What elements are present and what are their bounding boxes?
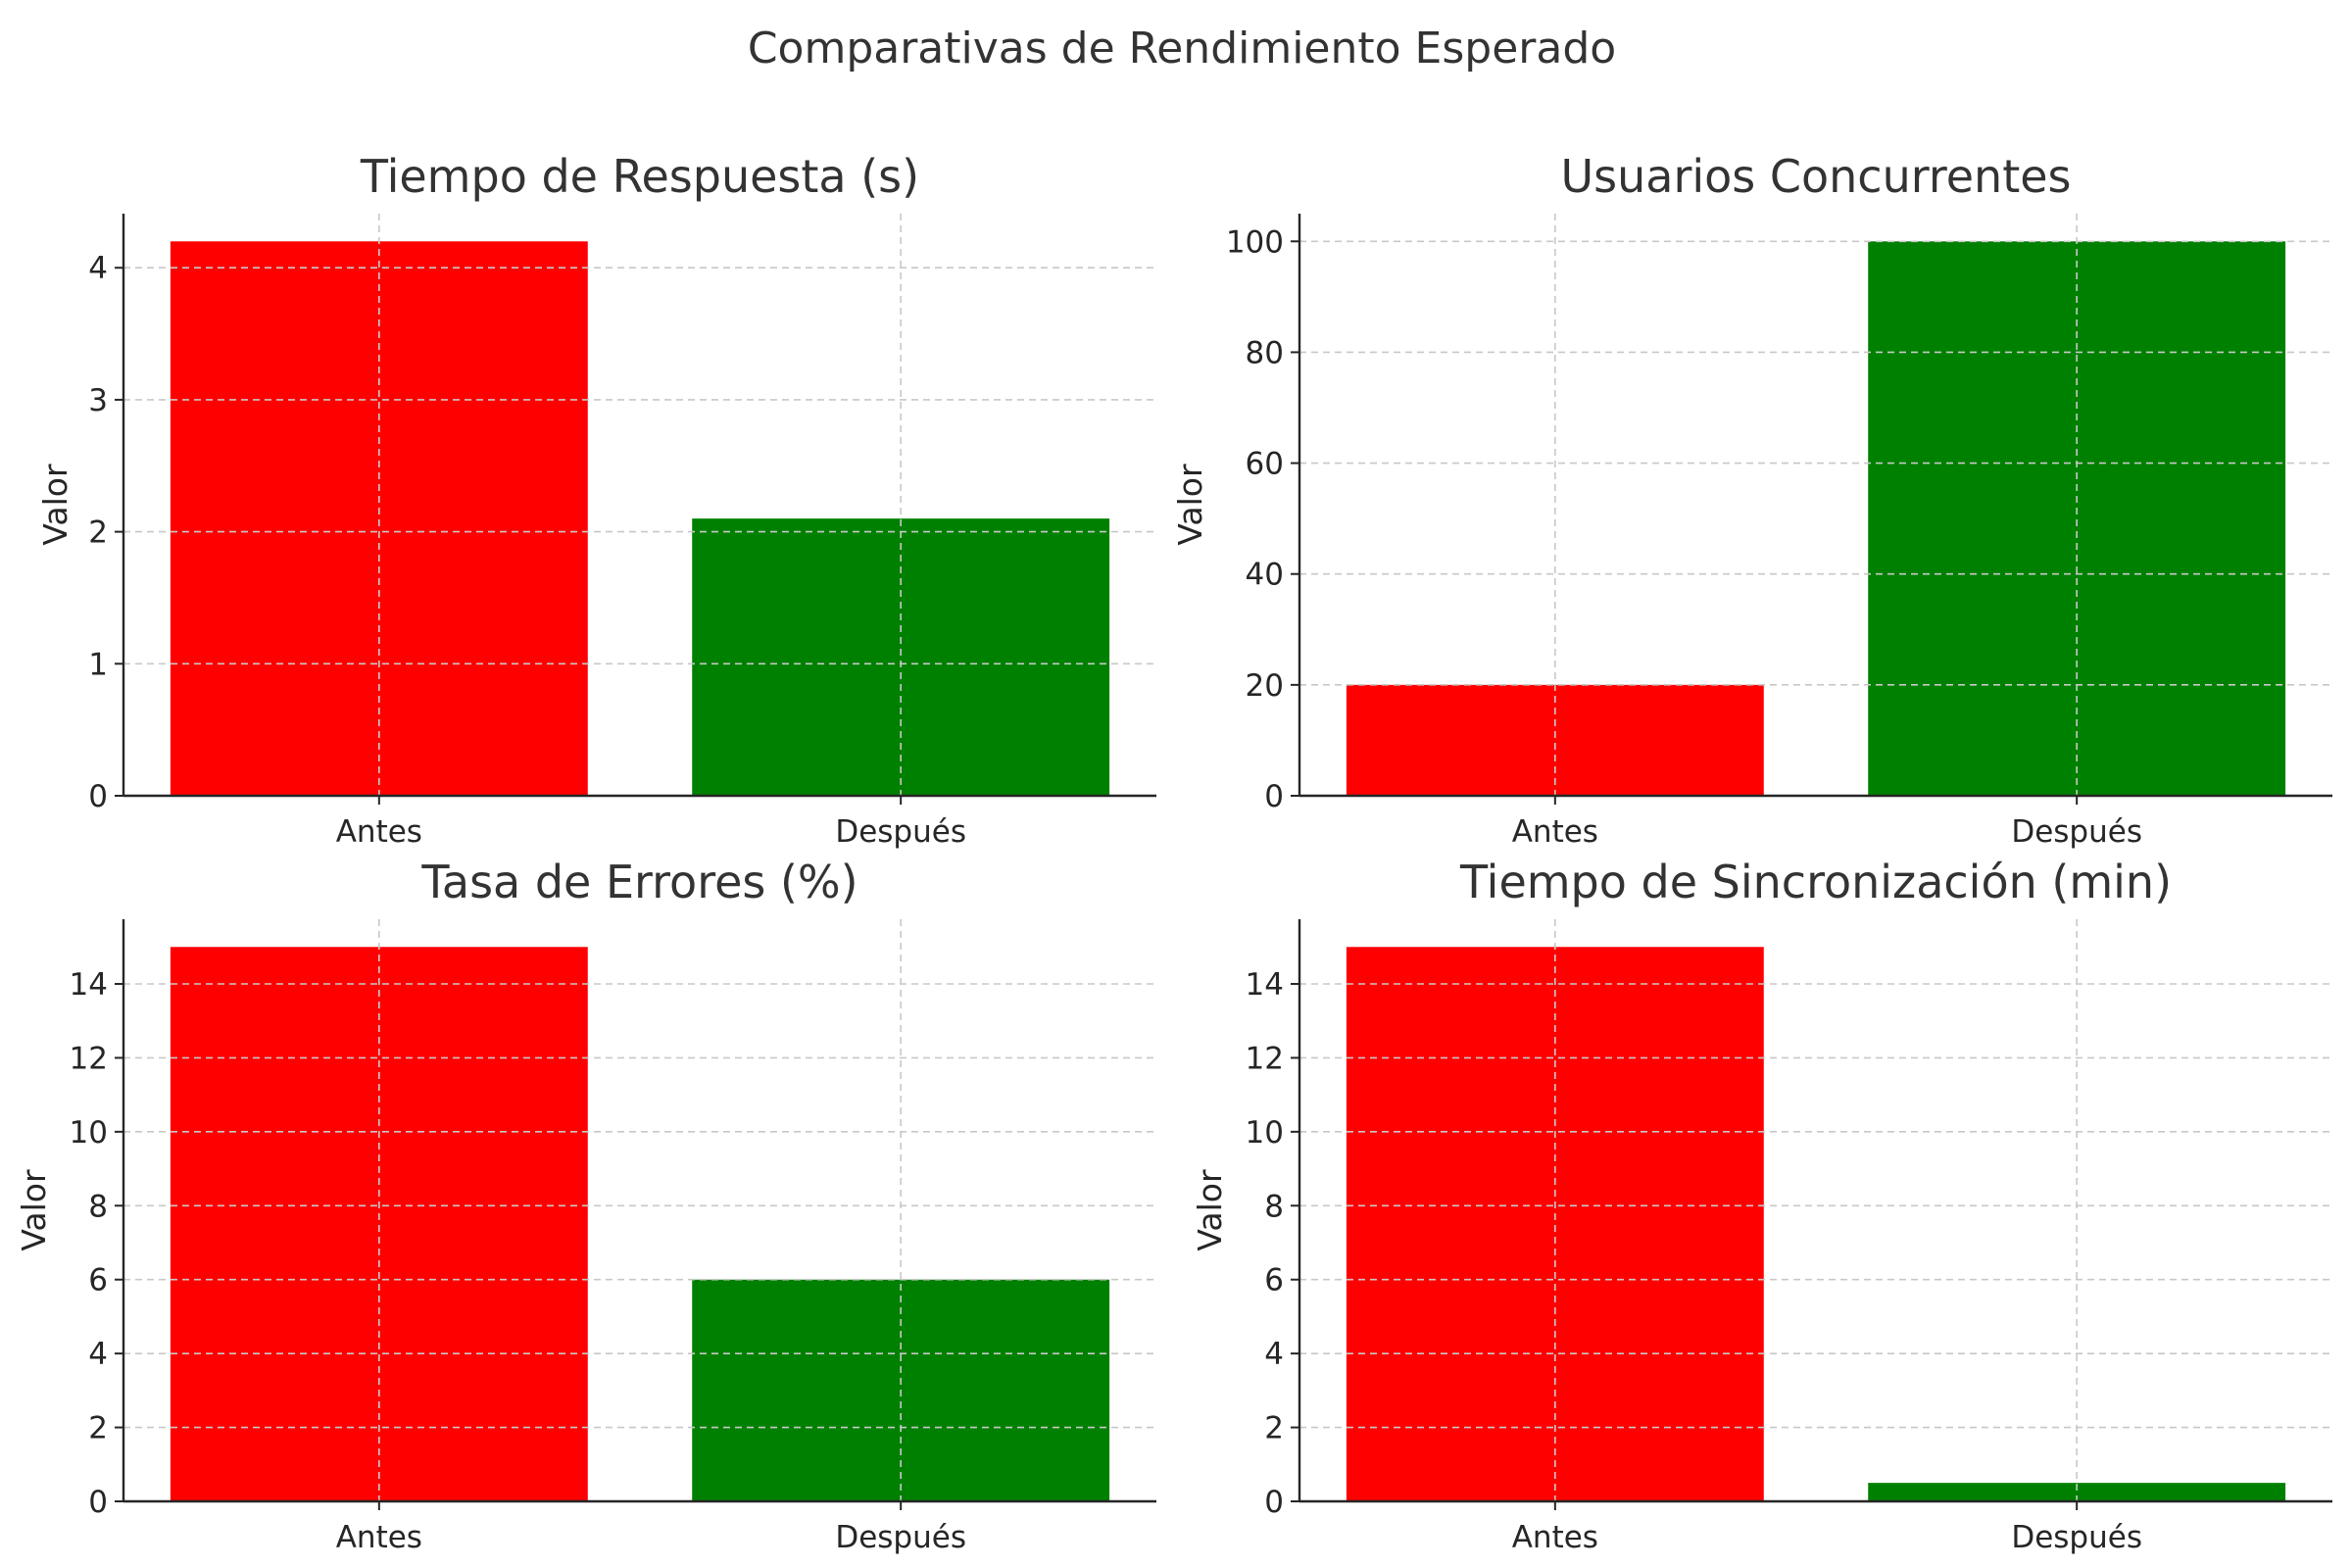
subplot-title: Tasa de Errores (%) [420,856,858,908]
y-tick-label: 2 [1264,1411,1284,1446]
x-tick-label: Antes [336,814,422,850]
y-tick-label: 12 [1246,1041,1284,1076]
y-tick-label: 2 [88,1411,108,1446]
x-tick-label: Después [2011,814,2142,850]
y-tick-label: 80 [1246,335,1284,370]
bar-antes [1346,684,1764,796]
x-tick-label: Después [2011,1520,2142,1555]
subplot-title: Tiempo de Sincronización (min) [1459,856,2172,908]
subplot-title: Usuarios Concurrentes [1560,150,2071,203]
subplot-4: 0 2 4 6 8 10 12 14 Antes Después Tiempo de Sincron… [1191,856,2332,1555]
y-tick-label: 14 [1246,967,1284,1003]
y-tick-label: 0 [1264,779,1284,814]
y-tick-label: 6 [88,1263,108,1298]
y-tick-label: 3 [88,383,108,418]
y-tick-label: 12 [70,1041,108,1076]
y-tick-label: 8 [1264,1189,1284,1224]
y-tick-label: 4 [88,251,108,286]
y-tick-label: 0 [88,1485,108,1520]
y-tick-label: 40 [1246,558,1284,593]
y-tick-label: 4 [1264,1337,1284,1372]
y-tick-label: 2 [88,515,108,551]
x-tick-label: Antes [1512,814,1598,850]
subplot-1: 0 1 2 3 4 Antes Después Tiempo de Respuesta (s)… [36,150,1156,850]
subplot-title: Tiempo de Respuesta (s) [360,150,919,203]
y-tick-label: 10 [1246,1115,1284,1151]
y-tick-label: 14 [70,967,108,1003]
y-tick-label: 8 [88,1189,108,1224]
figure-title: Comparativas de Rendimiento Esperado [748,24,1616,74]
y-axis-label: Valor [36,464,74,546]
y-tick-label: 20 [1246,668,1284,704]
x-tick-label: Antes [1512,1520,1598,1555]
subplot-3: 0 2 4 6 8 10 12 14 Antes Después Tasa de Errores (… [15,856,1156,1555]
y-axis-label: Valor [1191,1169,1229,1251]
y-axis-label: Valor [1171,464,1209,546]
bar-despus [1868,1483,2286,1501]
y-tick-label: 10 [70,1115,108,1151]
y-axis-label: Valor [15,1169,53,1251]
y-tick-label: 0 [88,779,108,814]
y-tick-label: 100 [1226,224,1284,260]
subplot-2: 0 20 40 60 80 100 Antes Después Usuarios Concurr… [1171,150,2332,850]
x-tick-label: Después [835,1520,966,1555]
y-tick-label: 6 [1264,1263,1284,1298]
y-tick-label: 60 [1246,447,1284,482]
x-tick-label: Antes [336,1520,422,1555]
y-tick-label: 1 [88,647,108,682]
y-tick-label: 0 [1264,1485,1284,1520]
y-tick-label: 4 [88,1337,108,1372]
x-tick-label: Después [835,814,966,850]
